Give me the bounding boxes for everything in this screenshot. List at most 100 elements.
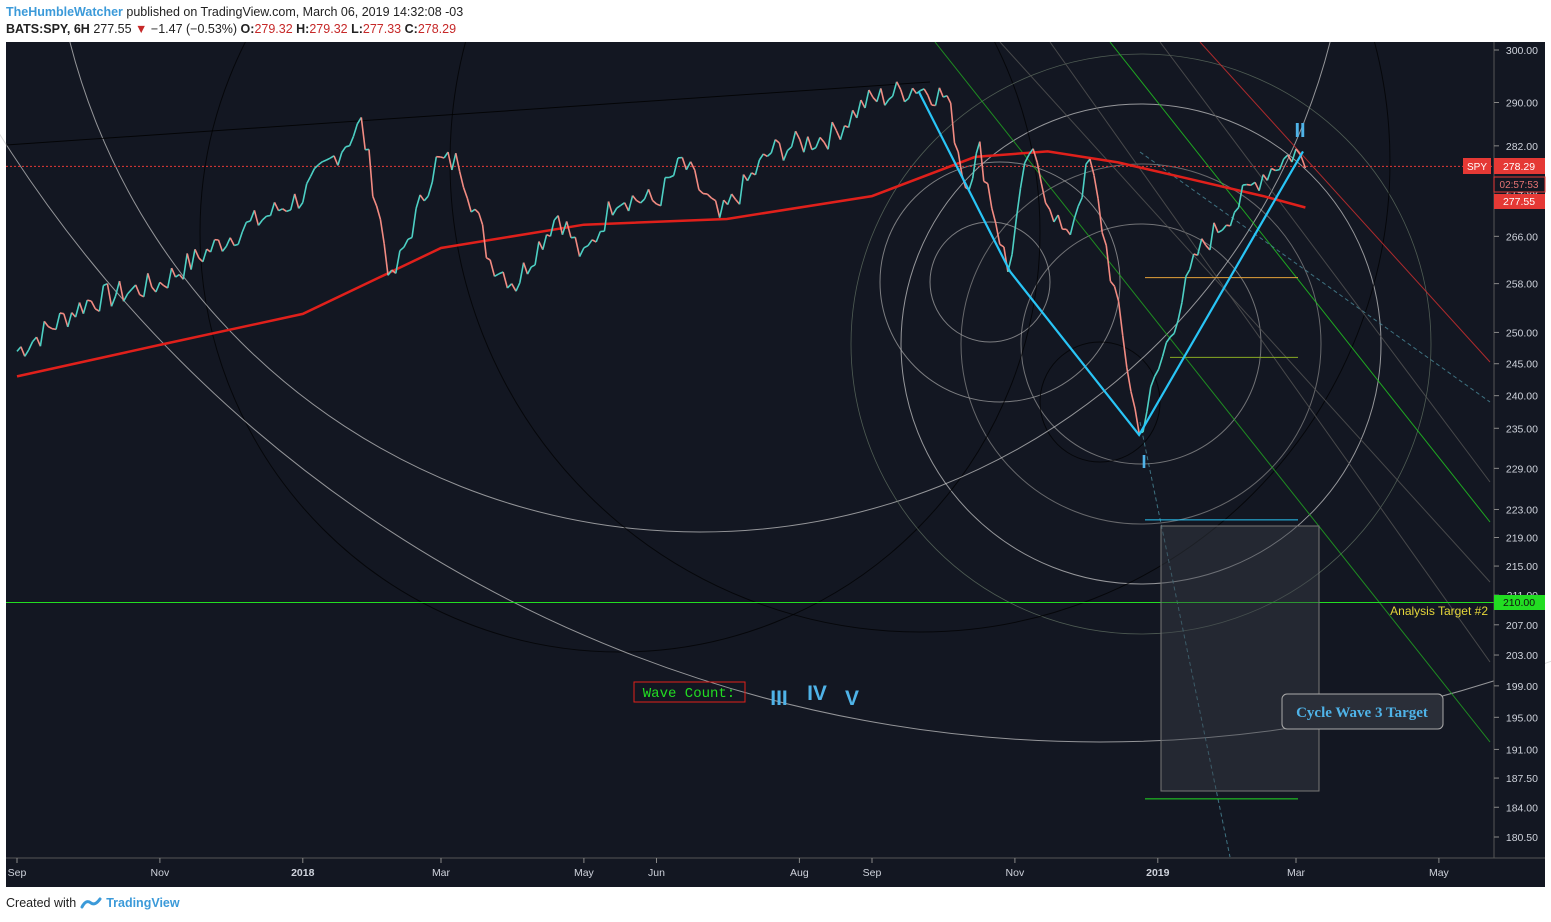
target2-tag-bg xyxy=(1494,595,1545,610)
price-segment xyxy=(302,183,308,203)
price-segment xyxy=(134,284,141,296)
price-segment xyxy=(1040,183,1047,204)
price-segment xyxy=(1287,154,1293,163)
publish-info: published on TradingView.com, March 06, … xyxy=(126,5,464,19)
price-segment xyxy=(481,224,488,258)
price-segment xyxy=(131,284,137,290)
price-segment xyxy=(511,283,517,292)
price-segment xyxy=(636,199,641,204)
price-tick-label: 300.00 xyxy=(1506,45,1538,57)
author-link[interactable]: TheHumbleWatcher xyxy=(6,5,123,19)
price-segment xyxy=(309,168,316,177)
price-segment xyxy=(710,197,717,202)
price-segment xyxy=(455,153,461,172)
price-tick-label: 258.00 xyxy=(1506,279,1538,291)
price-segment xyxy=(534,241,540,266)
time-tick-label: Aug xyxy=(790,867,809,879)
price-segment xyxy=(823,141,829,150)
price-segment xyxy=(237,231,244,245)
price-segment xyxy=(1201,238,1207,246)
price-segment xyxy=(876,88,882,102)
price-segment xyxy=(1085,158,1091,165)
price-segment xyxy=(502,271,509,289)
price-segment xyxy=(1173,320,1179,334)
price-segment xyxy=(919,88,925,92)
price-segment xyxy=(1032,148,1039,163)
price-segment xyxy=(640,198,646,204)
price-segment xyxy=(851,109,858,119)
price-segment xyxy=(470,208,476,213)
publish-line: TheHumbleWatcher published on TradingVie… xyxy=(6,4,463,21)
price-segment xyxy=(1233,206,1240,213)
price-segment xyxy=(1291,148,1297,163)
trend-line xyxy=(5,81,931,146)
price-segment xyxy=(730,193,737,200)
price-segment xyxy=(1213,222,1219,233)
price-series-layer xyxy=(16,81,1307,434)
price-segment xyxy=(927,95,933,106)
price-segment xyxy=(269,202,276,216)
price-tick-label: 223.00 xyxy=(1506,504,1538,516)
chart-area[interactable]: I II Wave Count: III IV V Cycle Wave 3 T… xyxy=(0,0,1551,887)
price-segment xyxy=(282,208,288,213)
wave-label-V: V xyxy=(845,687,859,710)
price-tick-label: 207.00 xyxy=(1506,620,1538,632)
fib-circle xyxy=(60,0,1340,533)
price-segment xyxy=(574,237,581,257)
tradingview-brand[interactable]: TradingView xyxy=(106,896,180,910)
price-segment xyxy=(627,195,634,212)
price-segment xyxy=(949,103,956,143)
price-segment xyxy=(31,336,38,343)
price-segment xyxy=(249,210,256,222)
price-segment xyxy=(798,139,805,153)
price-segment xyxy=(1077,197,1083,207)
price-tick-label: 203.00 xyxy=(1506,650,1538,662)
wave-label-IV: IV xyxy=(807,682,827,705)
wave-count-box xyxy=(633,681,746,703)
open-label: O: xyxy=(240,22,255,36)
price-segment xyxy=(78,302,85,314)
price-segment xyxy=(880,88,886,106)
price-segment xyxy=(786,146,793,152)
price-segment xyxy=(1246,183,1252,186)
price-change: −1.47 (−0.53%) xyxy=(150,22,238,36)
price-segment xyxy=(587,239,593,247)
price-segment xyxy=(934,87,941,106)
price-segment xyxy=(411,208,417,238)
price-segment xyxy=(1185,269,1191,277)
price-segment xyxy=(1258,174,1264,191)
price-segment xyxy=(278,208,283,212)
price-segment xyxy=(67,312,73,328)
price-segment xyxy=(266,214,271,217)
price-segment xyxy=(803,136,809,153)
price-segment xyxy=(1237,184,1244,208)
price-segment xyxy=(1036,162,1043,184)
price-segment xyxy=(538,241,544,251)
price-segment xyxy=(1044,202,1051,210)
symbol-label: BATS:SPY, 6H xyxy=(6,22,90,36)
fib-circle xyxy=(929,221,1051,343)
price-segment xyxy=(1101,232,1108,246)
price-segment xyxy=(1019,162,1026,189)
target2-label: Analysis Target #2 xyxy=(1390,604,1488,618)
price-segment xyxy=(746,172,753,182)
target2-tag: 210.00 xyxy=(1503,597,1535,609)
time-axis[interactable]: Sep Nov 2018 Mar May Jun Aug Sep Nov 2019 Mar May xyxy=(6,857,1545,887)
time-tick-label: Nov xyxy=(151,867,170,879)
price-segment xyxy=(595,231,602,243)
price-segment xyxy=(1250,181,1256,186)
price-segment xyxy=(578,247,585,257)
countdown-tag: 02:57:53 xyxy=(1500,180,1539,191)
trend-line xyxy=(1139,151,1491,403)
price-segment xyxy=(74,302,81,318)
price-segment xyxy=(415,194,421,209)
price-tick-label: 266.00 xyxy=(1506,231,1538,243)
price-segment xyxy=(718,199,725,218)
price-segment xyxy=(474,208,480,214)
trend-line xyxy=(1199,41,1491,363)
open-value: 279.32 xyxy=(254,22,293,36)
price-segment xyxy=(1161,342,1168,357)
price-segment xyxy=(217,239,224,252)
price-segment xyxy=(387,269,393,276)
chart-svg[interactable]: I II Wave Count: III IV V Cycle Wave 3 T… xyxy=(0,0,1551,887)
